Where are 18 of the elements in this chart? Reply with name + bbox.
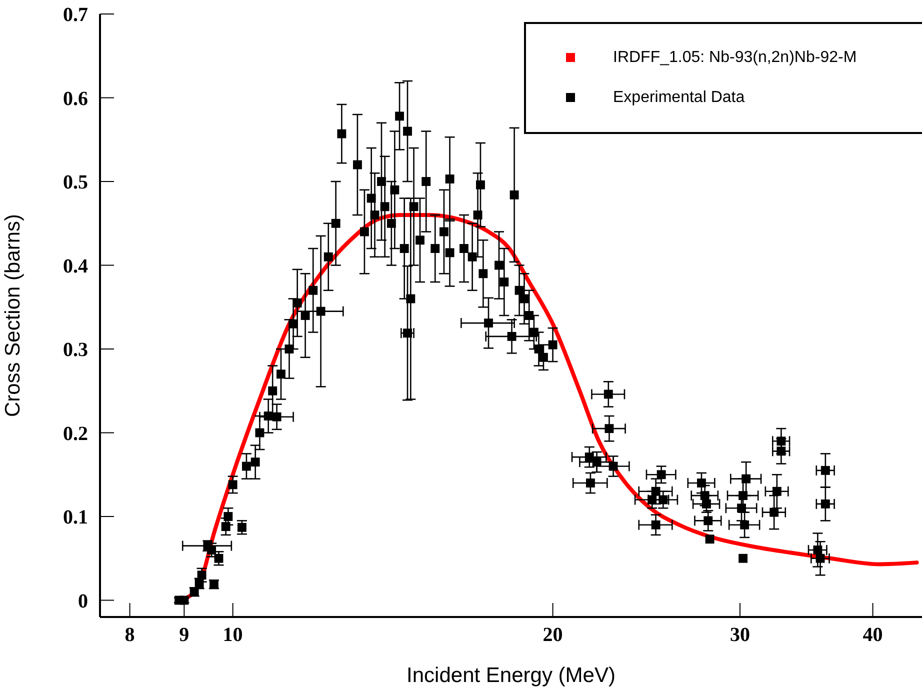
y-tick-label: 0.2: [63, 422, 88, 445]
legend-label: IRDFF_1.05: Nb-93(n,2n)Nb-92-M: [613, 49, 857, 66]
x-tick-label: 8: [124, 624, 135, 646]
y-tick-label: 0: [78, 590, 88, 612]
y-tick-label: 0.5: [63, 172, 88, 194]
y-tick-label: 0.6: [63, 88, 88, 110]
y-tick-label: 0.1: [63, 506, 88, 529]
x-tick-label: 20: [542, 624, 563, 646]
x-tick-label: 10: [222, 624, 243, 646]
legend-label: Experimental Data: [613, 89, 745, 106]
y-tick-label: 0.7: [63, 4, 88, 26]
y-tick-label: 0.3: [63, 339, 88, 362]
y-tick-label: 0.4: [63, 255, 88, 278]
x-tick-label: 9: [179, 624, 190, 646]
y-axis-title: Cross Section (barns): [1, 214, 24, 418]
x-tick-label: 30: [730, 624, 750, 646]
x-axis-title: Incident Energy (MeV): [406, 664, 616, 687]
x-tick-label: 40: [862, 624, 883, 646]
